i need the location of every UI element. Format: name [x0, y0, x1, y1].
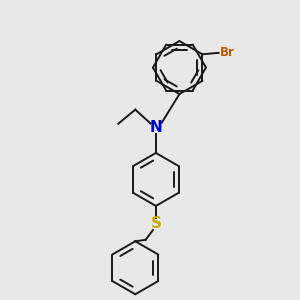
Text: N: N [149, 120, 162, 135]
Text: Br: Br [220, 46, 235, 59]
Text: S: S [150, 216, 161, 231]
